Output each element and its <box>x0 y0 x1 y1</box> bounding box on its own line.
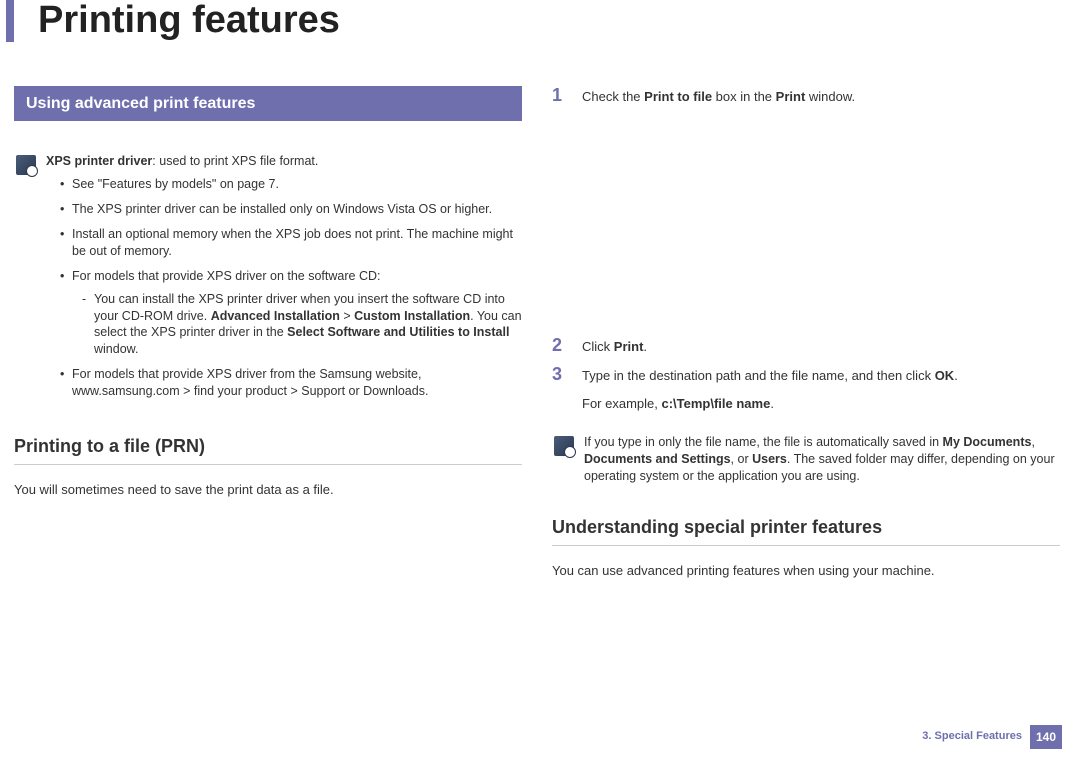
sub-heading-prn: Printing to a file (PRN) <box>14 434 522 465</box>
t: , or <box>731 452 753 466</box>
t: Documents and Settings <box>584 452 731 466</box>
step-1: 1 Check the Print to file box in the Pri… <box>552 86 1060 106</box>
t: Check the <box>582 89 644 104</box>
t: OK <box>935 368 955 383</box>
t: Print to file <box>644 89 712 104</box>
note-bullet: For models that provide XPS driver on th… <box>60 268 522 358</box>
page-title: Printing features <box>6 0 1080 42</box>
right-column: 1 Check the Print to file box in the Pri… <box>552 86 1060 594</box>
step-text: Type in the destination path and the fil… <box>582 365 1060 412</box>
t: Click <box>582 339 614 354</box>
t: window. <box>805 89 855 104</box>
note-icon <box>16 155 36 175</box>
t: For example, <box>582 396 661 411</box>
step-number: 1 <box>552 86 570 106</box>
step-2: 2 Click Print. <box>552 336 1060 356</box>
step-number: 2 <box>552 336 570 356</box>
note-bullet: Install an optional memory when the XPS … <box>60 226 522 260</box>
t: . <box>770 396 774 411</box>
two-column-layout: Using advanced print features XPS printe… <box>0 86 1080 594</box>
note-bullet: For models that provide XPS driver from … <box>60 366 522 400</box>
figure-placeholder <box>552 116 1060 336</box>
left-column: Using advanced print features XPS printe… <box>14 86 522 594</box>
t: > <box>340 309 354 323</box>
note-block-xps: XPS printer driver: used to print XPS fi… <box>14 149 522 412</box>
t: . <box>954 368 958 383</box>
sub-heading-special: Understanding special printer features <box>552 515 1060 546</box>
t: Custom Installation <box>354 309 470 323</box>
t: If you type in only the file name, the f… <box>584 435 943 449</box>
t: . <box>643 339 647 354</box>
t: Type in the destination path and the fil… <box>582 368 935 383</box>
t: Print <box>614 339 644 354</box>
note-bullet: See "Features by models" on page 7. <box>60 176 522 193</box>
t: box in the <box>712 89 776 104</box>
body-text: You can use advanced printing features w… <box>552 562 1060 580</box>
body-text: You will sometimes need to save the prin… <box>14 481 522 499</box>
note-body: XPS printer driver: used to print XPS fi… <box>46 153 522 408</box>
section-heading-bar: Using advanced print features <box>14 86 522 122</box>
note-bullet: The XPS printer driver can be installed … <box>60 201 522 218</box>
note-sub-bullet: You can install the XPS printer driver w… <box>82 291 522 359</box>
t: Print <box>776 89 806 104</box>
note-block-filename: If you type in only the file name, the f… <box>552 430 1060 489</box>
note-lead-rest: : used to print XPS file format. <box>152 154 318 168</box>
footer-page-number: 140 <box>1030 725 1062 749</box>
step-text: Check the Print to file box in the Print… <box>582 86 1060 106</box>
t: window. <box>94 342 138 356</box>
step-number: 3 <box>552 365 570 412</box>
step-text: Click Print. <box>582 336 1060 356</box>
step-3: 3 Type in the destination path and the f… <box>552 365 1060 412</box>
t: My Documents <box>943 435 1032 449</box>
note-lead-bold: XPS printer driver <box>46 154 152 168</box>
page-footer: 3. Special Features 140 <box>922 725 1062 749</box>
t: Advanced Installation <box>211 309 340 323</box>
t: Select Software and Utilities to Install <box>287 325 509 339</box>
note-body: If you type in only the file name, the f… <box>584 434 1060 485</box>
t: c:\Temp\file name <box>661 396 770 411</box>
t: Users <box>752 452 787 466</box>
footer-chapter: 3. Special Features <box>922 729 1022 744</box>
note-icon <box>554 436 574 456</box>
t: , <box>1031 435 1034 449</box>
note-bullet-text: For models that provide XPS driver on th… <box>72 269 380 283</box>
